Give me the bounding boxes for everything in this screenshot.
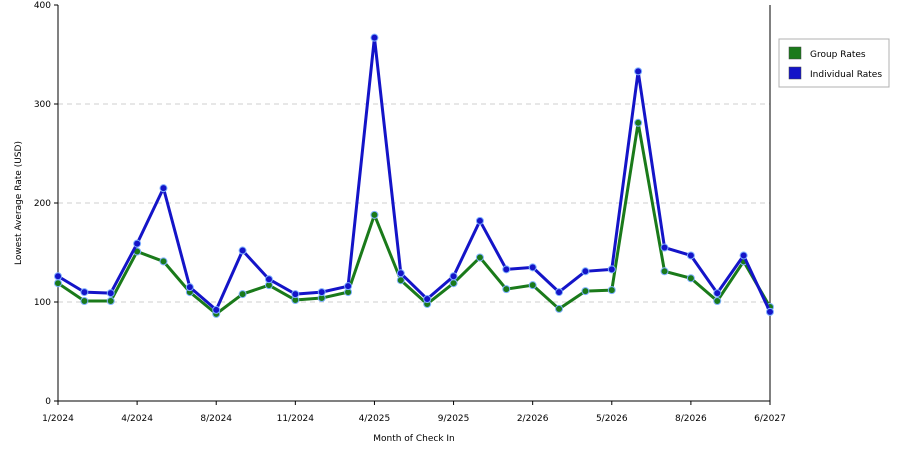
data-point bbox=[264, 275, 273, 284]
x-tick-label: 4/2025 bbox=[359, 414, 391, 424]
data-point bbox=[80, 288, 89, 297]
data-point bbox=[159, 184, 168, 193]
x-tick-label: 6/2027 bbox=[754, 414, 786, 424]
legend-label-group-rates: Group Rates bbox=[810, 50, 866, 60]
gridlines bbox=[58, 103, 770, 303]
data-point bbox=[291, 290, 300, 299]
data-point bbox=[449, 279, 458, 288]
data-point bbox=[528, 263, 537, 272]
data-point bbox=[581, 267, 590, 276]
legend: Group Rates Individual Rates bbox=[778, 38, 890, 88]
data-point bbox=[607, 265, 616, 274]
series-layer bbox=[54, 33, 774, 318]
data-point bbox=[634, 67, 643, 76]
data-point bbox=[555, 304, 564, 313]
x-tick-label: 4/2024 bbox=[121, 414, 153, 424]
data-point bbox=[475, 216, 484, 225]
data-point bbox=[449, 272, 458, 281]
data-point bbox=[713, 289, 722, 298]
data-point bbox=[502, 285, 511, 294]
x-tick-label: 11/2024 bbox=[277, 414, 315, 424]
y-tick-label: 400 bbox=[34, 1, 51, 11]
data-point bbox=[159, 257, 168, 266]
data-point bbox=[396, 269, 405, 278]
data-point bbox=[555, 288, 564, 297]
legend-swatch-individual-rates bbox=[788, 66, 802, 80]
data-point bbox=[185, 283, 194, 292]
data-point bbox=[660, 243, 669, 252]
y-axis-ticks: 0 100 200 300 400 bbox=[34, 1, 58, 407]
data-point bbox=[739, 251, 748, 260]
data-point bbox=[528, 281, 537, 290]
data-point bbox=[660, 267, 669, 276]
data-point bbox=[370, 33, 379, 42]
y-tick-label: 100 bbox=[34, 298, 51, 308]
x-axis-ticks: 1/2024 4/2024 8/2024 11/2024 4/2025 9/2025 2/2… bbox=[42, 401, 786, 424]
legend-label-individual-rates: Individual Rates bbox=[810, 70, 882, 80]
data-point bbox=[54, 279, 62, 288]
data-point bbox=[344, 282, 353, 291]
data-point bbox=[766, 307, 774, 316]
x-tick-label: 1/2024 bbox=[42, 414, 74, 424]
data-point bbox=[607, 286, 616, 295]
series-line bbox=[57, 36, 772, 313]
data-point bbox=[686, 251, 695, 260]
data-point bbox=[686, 274, 695, 283]
data-point bbox=[317, 288, 326, 297]
data-point bbox=[423, 295, 432, 304]
data-point bbox=[238, 290, 247, 299]
data-point bbox=[54, 272, 62, 281]
data-point bbox=[581, 287, 590, 296]
data-point bbox=[80, 297, 89, 306]
y-axis-title: Lowest Average Rate (USD) bbox=[14, 141, 24, 265]
y-tick-label: 0 bbox=[45, 397, 51, 407]
legend-swatch-group-rates bbox=[788, 46, 802, 60]
data-point bbox=[212, 305, 221, 314]
x-axis-title: Month of Check In bbox=[373, 434, 455, 444]
data-point bbox=[106, 297, 115, 306]
y-tick-label: 200 bbox=[34, 199, 51, 209]
x-tick-label: 8/2024 bbox=[200, 414, 232, 424]
data-point bbox=[133, 239, 142, 248]
data-point bbox=[106, 289, 115, 298]
data-point bbox=[475, 253, 484, 262]
x-tick-label: 2/2026 bbox=[517, 414, 549, 424]
data-point bbox=[370, 210, 379, 219]
y-tick-label: 300 bbox=[34, 100, 51, 110]
data-point bbox=[238, 246, 247, 255]
series-line bbox=[57, 121, 772, 316]
data-point bbox=[634, 118, 643, 127]
data-point bbox=[713, 297, 722, 306]
x-tick-label: 8/2026 bbox=[675, 414, 707, 424]
x-tick-label: 5/2026 bbox=[596, 414, 628, 424]
x-tick-label: 9/2025 bbox=[438, 414, 470, 424]
series-individual-rates bbox=[54, 33, 774, 316]
data-point bbox=[502, 265, 511, 274]
